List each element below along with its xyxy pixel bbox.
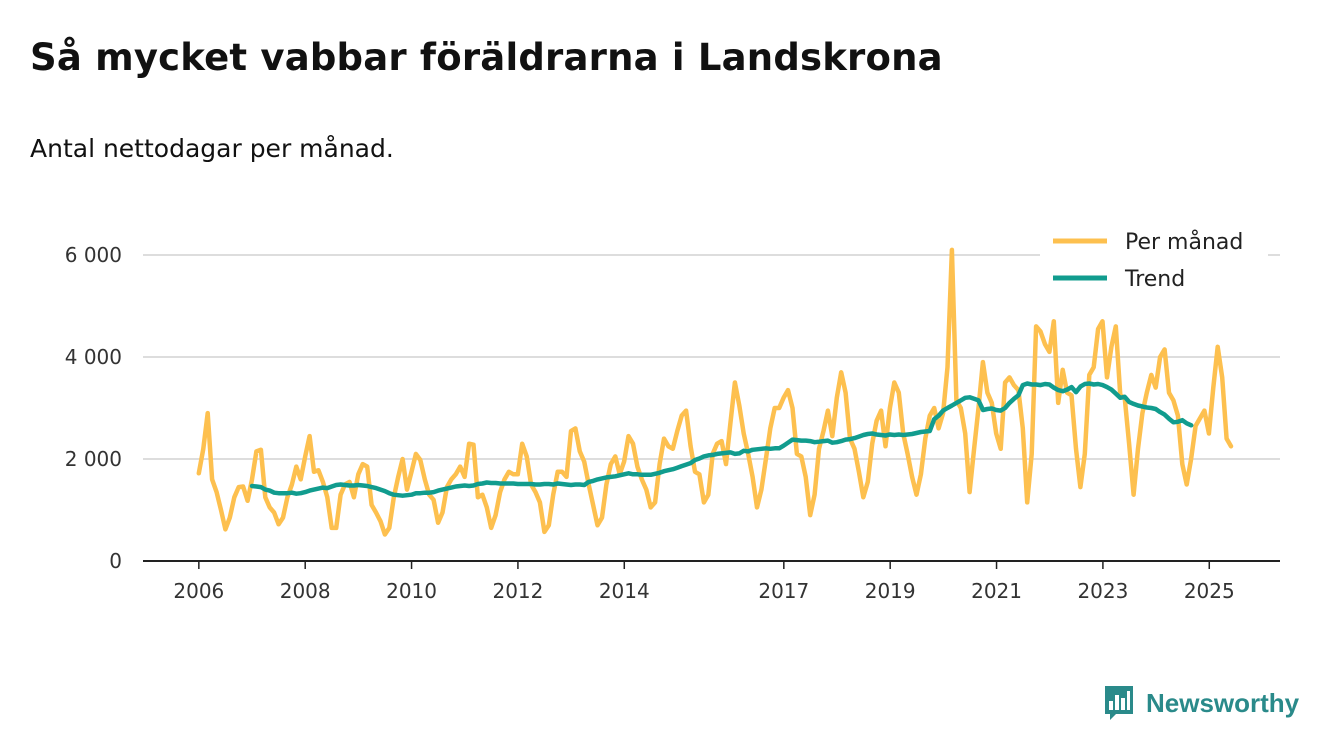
x-tick-label: 2014 [599,579,650,603]
chart-subtitle: Antal nettodagar per månad. [30,134,394,163]
x-tick-label: 2010 [386,579,437,603]
series-layer [196,247,1234,537]
y-tick-label: 0 [109,549,122,573]
x-tick-label: 2023 [1077,579,1128,603]
y-axis-ticks: 0 2 000 4 000 6 000 [65,243,122,573]
x-tick-label: 2025 [1184,579,1235,603]
x-axis-ticks: 2006 2008 2010 2012 2014 2017 2019 2021 2023 2025 [173,561,1235,603]
newsworthy-brand: Newsworthy [1102,683,1299,723]
y-tick-label: 2 000 [65,447,122,471]
legend: Per månad Trend [1040,225,1268,297]
newsworthy-logo-icon [1105,686,1133,720]
x-tick-label: 2012 [492,579,543,603]
series-line-per-manad [196,247,1234,537]
legend-background [1040,225,1268,297]
x-tick-label: 2017 [758,579,809,603]
x-tick-label: 2006 [173,579,224,603]
x-tick-label: 2021 [971,579,1022,603]
legend-label-per-manad: Per månad [1125,229,1243,255]
x-tick-label: 2019 [865,579,916,603]
y-tick-label: 6 000 [65,243,122,267]
brand-name: Newsworthy [1146,687,1300,718]
series-line-trend [249,381,1194,498]
legend-label-trend: Trend [1124,267,1185,292]
chart-title: Så mycket vabbar föräldrarna i Landskron… [30,36,943,79]
x-tick-label: 2008 [280,579,331,603]
y-tick-label: 4 000 [65,345,122,369]
